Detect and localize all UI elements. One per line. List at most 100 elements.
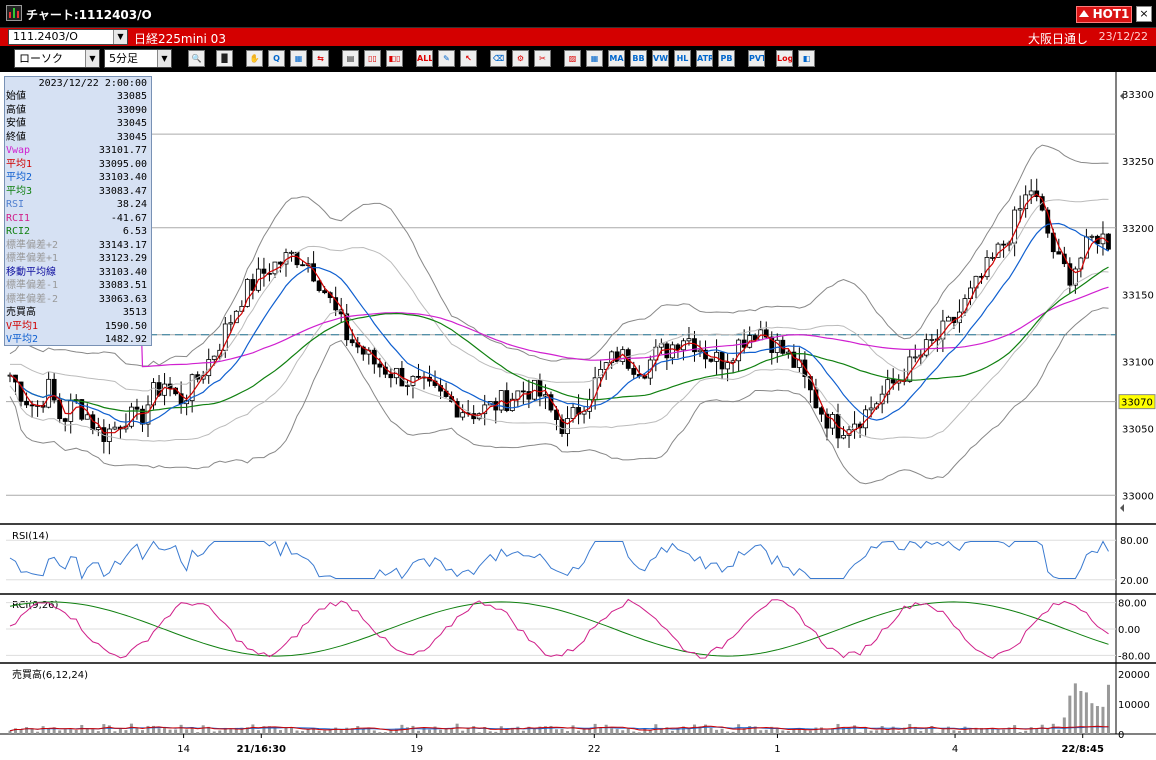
- data-row: RCI2 6.53: [5, 225, 151, 239]
- arrows-button[interactable]: ⇆: [312, 50, 329, 67]
- data-row-value: 1482.92: [104, 334, 147, 345]
- candle-body: [752, 335, 758, 341]
- volume-bar: [345, 727, 349, 734]
- volume-bar: [786, 730, 790, 734]
- candle-body: [405, 385, 410, 387]
- palette-button[interactable]: ▨: [564, 50, 581, 67]
- volume-bar: [648, 730, 652, 734]
- candle-b-button[interactable]: ◧▯: [386, 50, 403, 67]
- period-select[interactable]: 5分足 ▼: [104, 49, 172, 68]
- chart-type-select[interactable]: ローソク ▼: [14, 49, 100, 68]
- close-button[interactable]: ×: [1136, 6, 1152, 22]
- rci-axis-label: -80.00: [1118, 651, 1150, 662]
- volume-bar: [168, 729, 172, 734]
- volume-bar: [1057, 729, 1061, 734]
- settings-button[interactable]: ⚙: [512, 50, 529, 67]
- atr-button[interactable]: ATR: [696, 50, 713, 67]
- volume-bar: [179, 724, 183, 734]
- volume-bar: [372, 730, 376, 734]
- candle-body: [316, 280, 322, 291]
- chart-canvas[interactable]: 33300 33250 33200 33150 33100 33050 33000 33070…: [0, 72, 1156, 760]
- data-row-value: 3513: [122, 307, 147, 318]
- pencil-button[interactable]: ✎: [438, 50, 455, 67]
- volume-bar: [814, 727, 818, 734]
- bb-button[interactable]: BB: [630, 50, 647, 67]
- data-row-value: 33101.77: [98, 145, 147, 156]
- volume-bar: [604, 724, 608, 734]
- hand-button[interactable]: ✋: [246, 50, 263, 67]
- eraser-button[interactable]: ⌫: [490, 50, 507, 67]
- volume-bar: [113, 731, 117, 734]
- volume-bar: [1068, 695, 1072, 734]
- pb-button[interactable]: PB: [718, 50, 735, 67]
- volume-bar: [378, 732, 382, 734]
- volume-bar: [350, 728, 354, 734]
- data-row-value: 33123.29: [98, 253, 147, 264]
- all-button[interactable]: ALL: [416, 50, 433, 67]
- candle-body: [868, 407, 874, 411]
- volume-bar: [472, 726, 476, 734]
- grid-ind-button[interactable]: ▦: [586, 50, 603, 67]
- candle-body: [1056, 251, 1062, 255]
- hl-button[interactable]: HL: [674, 50, 691, 67]
- window-button[interactable]: ▦: [290, 50, 307, 67]
- time-axis-label: 14: [177, 744, 190, 755]
- candle-body: [211, 355, 217, 360]
- candle-body: [841, 435, 846, 439]
- vwa-button[interactable]: VWA: [652, 50, 669, 67]
- candle-body: [360, 346, 366, 355]
- hot-number: 1: [1121, 7, 1130, 21]
- doc-button[interactable]: ▤: [342, 50, 359, 67]
- candle-body: [349, 339, 355, 344]
- volume-bar: [36, 731, 40, 734]
- rsi-axis-label: 20.00: [1120, 576, 1149, 587]
- volume-bar: [748, 726, 752, 734]
- data-row-value: 33143.17: [98, 239, 147, 251]
- volume-bar: [339, 729, 343, 734]
- volume-bar: [864, 728, 868, 734]
- hot-button[interactable]: HOT1: [1076, 6, 1132, 23]
- bars-button[interactable]: ▐▌: [216, 50, 233, 67]
- rci-axis-label: 0.00: [1118, 625, 1140, 636]
- data-row-key: 標準偏差-2: [6, 293, 59, 305]
- volume-bar: [295, 730, 299, 734]
- volume-bar: [301, 731, 305, 734]
- data-row-value: 33063.63: [98, 293, 147, 305]
- code-select[interactable]: 111.2403/O ▼: [8, 29, 128, 45]
- candle-body: [923, 339, 929, 356]
- zoom-button[interactable]: 🔍: [188, 50, 205, 67]
- tools-button[interactable]: ✂: [534, 50, 551, 67]
- window-split-button[interactable]: ◧: [798, 50, 815, 67]
- data-rows: 始値 33085 高値 33090 安値 33045 終値 33045 Vwap 33101.77…: [5, 90, 151, 347]
- data-row-value: 1590.50: [104, 320, 147, 332]
- volume-bar: [273, 726, 277, 734]
- data-row-key: RCI2: [6, 226, 31, 237]
- search-zoom-button[interactable]: Q: [268, 50, 285, 67]
- rci-title: RCI(9,26): [12, 600, 59, 611]
- candle-body: [940, 320, 946, 340]
- pvt-button[interactable]: PVT: [748, 50, 765, 67]
- volume-bar: [317, 730, 321, 734]
- volume-bar: [1002, 729, 1006, 734]
- candle-body: [609, 351, 615, 364]
- data-row: 標準偏差-1 33083.51: [5, 279, 151, 293]
- cursor-button[interactable]: ↖: [460, 50, 477, 67]
- chart-area[interactable]: 33300 33250 33200 33150 33100 33050 33000 33070…: [0, 72, 1156, 760]
- volume-bar: [891, 726, 895, 734]
- candle-body: [769, 336, 775, 353]
- data-row: 移動平均線 33103.40: [5, 266, 151, 280]
- candle-a-button[interactable]: ▯▯: [364, 50, 381, 67]
- volume-bar: [25, 727, 29, 734]
- volume-bar: [30, 728, 34, 734]
- ma-button[interactable]: MA: [608, 50, 625, 67]
- candle-body: [1061, 253, 1067, 265]
- volume-bar: [69, 729, 73, 734]
- volume-bar: [819, 727, 823, 734]
- volume-bar: [726, 731, 730, 734]
- data-row-key: 移動平均線: [6, 266, 56, 278]
- volume-bar: [731, 731, 735, 734]
- volume-bar: [58, 730, 62, 734]
- candle-body: [84, 414, 90, 420]
- data-date: 2023/12/22 2:00:00: [38, 78, 147, 89]
- log-button[interactable]: Log: [776, 50, 793, 67]
